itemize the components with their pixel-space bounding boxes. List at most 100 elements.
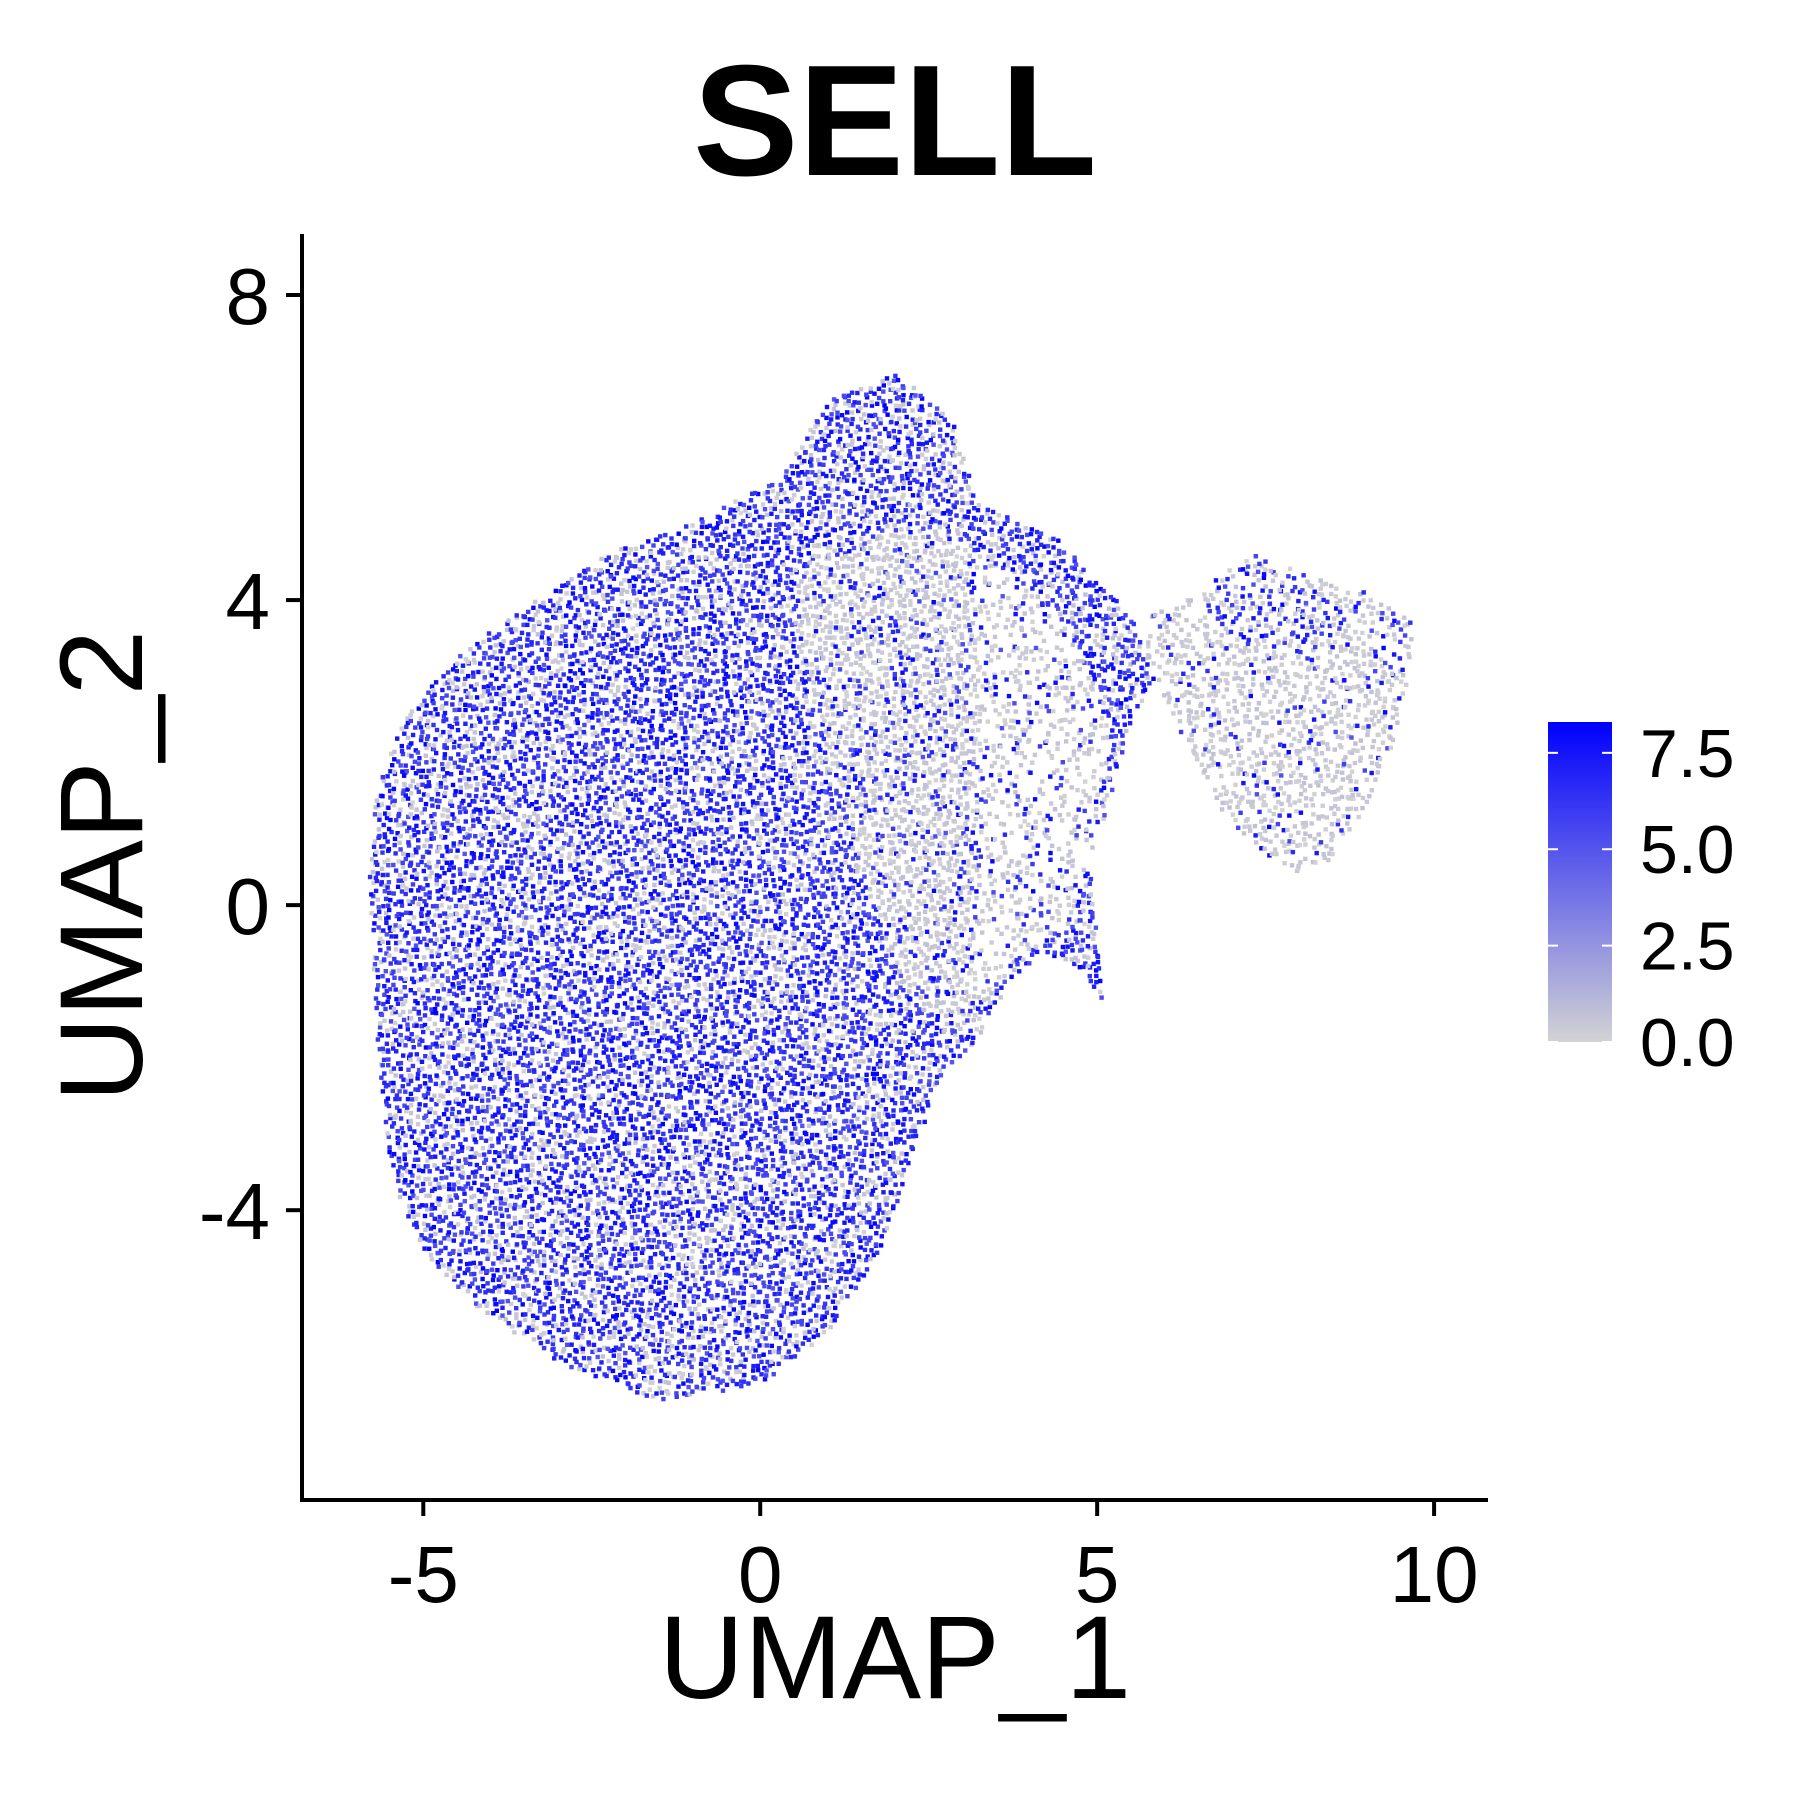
cell-point xyxy=(620,1205,624,1209)
cell-point xyxy=(542,1230,546,1234)
cell-point xyxy=(593,1167,597,1171)
cell-point xyxy=(563,1088,567,1092)
cell-point xyxy=(443,1005,447,1009)
cell-point xyxy=(454,716,458,720)
cell-point xyxy=(638,769,642,773)
cell-point xyxy=(419,725,423,729)
cell-point xyxy=(468,1222,472,1226)
cell-point xyxy=(486,662,490,666)
cell-point xyxy=(472,658,476,662)
cell-point xyxy=(387,995,391,999)
cell-point xyxy=(422,975,426,979)
cell-point xyxy=(437,874,441,878)
cell-point xyxy=(607,555,611,559)
cell-point xyxy=(482,1086,486,1090)
cell-point xyxy=(397,968,401,972)
cell-point xyxy=(506,907,510,911)
cell-point xyxy=(470,987,474,991)
cell-point xyxy=(582,569,586,573)
cell-point xyxy=(442,1210,446,1214)
cell-point xyxy=(439,903,443,907)
cell-point xyxy=(445,1027,449,1031)
cell-point xyxy=(461,799,465,803)
cell-point xyxy=(473,730,477,734)
cell-point xyxy=(615,1149,619,1153)
cell-point xyxy=(490,1268,494,1272)
cell-point xyxy=(387,1145,391,1149)
cell-point xyxy=(451,942,455,946)
cell-point xyxy=(601,958,605,962)
cell-point xyxy=(405,930,409,934)
cell-point xyxy=(456,677,460,681)
cell-point xyxy=(523,903,527,907)
cell-point xyxy=(430,954,434,958)
cell-point xyxy=(601,1138,605,1142)
cell-point xyxy=(641,729,645,733)
cell-point xyxy=(641,619,645,623)
cell-point xyxy=(582,926,586,930)
cell-point xyxy=(523,1110,527,1114)
cell-point xyxy=(551,1005,555,1009)
cell-point xyxy=(628,1327,632,1331)
cell-point xyxy=(445,927,449,931)
cell-point xyxy=(593,1313,597,1317)
cell-point xyxy=(537,899,541,903)
cell-point xyxy=(531,1314,535,1318)
cell-point xyxy=(637,1193,641,1197)
cell-point xyxy=(412,1129,416,1133)
cell-point xyxy=(605,645,609,649)
cell-point xyxy=(638,1293,642,1297)
cell-point xyxy=(614,702,618,706)
cell-point xyxy=(529,1303,533,1307)
cell-point xyxy=(491,1089,495,1093)
cell-point xyxy=(619,734,623,738)
cell-point xyxy=(617,1116,621,1120)
cell-point xyxy=(582,1096,586,1100)
cell-point xyxy=(630,648,634,652)
cell-point xyxy=(525,738,529,742)
cell-point xyxy=(399,763,403,767)
cell-point xyxy=(617,1324,621,1328)
cell-point xyxy=(381,904,385,908)
cell-point xyxy=(400,749,404,753)
cell-point xyxy=(549,1255,553,1259)
cell-point xyxy=(402,1018,406,1022)
cell-point xyxy=(639,1307,643,1311)
cell-point xyxy=(627,790,631,794)
cell-point xyxy=(480,1189,484,1193)
cell-point xyxy=(571,1060,575,1064)
cell-point xyxy=(408,1170,412,1174)
cell-point xyxy=(522,1245,526,1249)
cell-point xyxy=(398,808,402,812)
cell-point xyxy=(455,912,459,916)
cell-point xyxy=(447,730,451,734)
cell-point xyxy=(604,801,608,805)
cell-point xyxy=(619,592,623,596)
cell-point xyxy=(597,931,601,935)
cell-point xyxy=(542,778,546,782)
cell-point xyxy=(612,1331,616,1335)
cell-point xyxy=(562,1068,566,1072)
cell-point xyxy=(608,1028,612,1032)
cell-point xyxy=(555,625,559,629)
cell-point xyxy=(479,883,483,887)
cell-point xyxy=(627,560,631,564)
cell-point xyxy=(505,628,509,632)
cell-point xyxy=(556,1294,560,1298)
cell-point xyxy=(403,966,407,970)
cell-point xyxy=(430,1257,434,1261)
cell-point xyxy=(456,1212,460,1216)
cell-point xyxy=(559,703,563,707)
cell-point xyxy=(560,1265,564,1269)
cell-point xyxy=(409,955,413,959)
cell-point xyxy=(424,962,428,966)
cell-point xyxy=(524,757,528,761)
cell-point xyxy=(635,1351,639,1355)
cell-point xyxy=(419,735,423,739)
cell-point xyxy=(480,1094,484,1098)
cell-point xyxy=(375,798,379,802)
cell-point xyxy=(409,1092,413,1096)
cell-point xyxy=(511,860,515,864)
cell-point xyxy=(509,931,513,935)
cell-point xyxy=(403,994,407,998)
